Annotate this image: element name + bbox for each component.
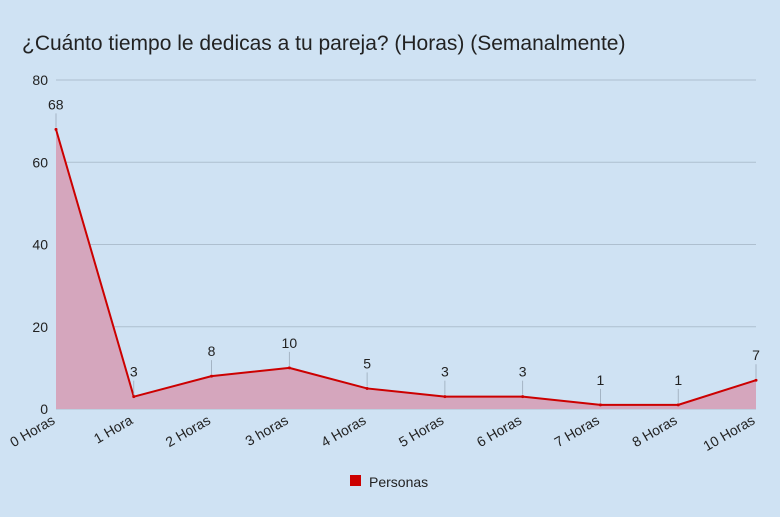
data-label: 68 <box>48 96 64 112</box>
data-point <box>287 366 291 370</box>
y-tick-label: 0 <box>40 401 48 417</box>
x-tick-label: 4 Horas <box>318 412 368 450</box>
data-point <box>210 374 214 378</box>
data-label: 3 <box>441 364 449 380</box>
x-tick-label: 0 Horas <box>7 412 57 450</box>
x-axis-ticks: 0 Horas 1 Hora 2 Horas 3 horas 4 Horas 5 Hora… <box>7 412 757 454</box>
legend: Personas <box>350 474 428 490</box>
y-tick-label: 40 <box>32 237 48 253</box>
chart-title: ¿Cuánto tiempo le dedicas a tu pareja? (… <box>22 32 625 55</box>
area-layer <box>54 127 758 409</box>
x-tick-label: 6 Horas <box>474 412 524 450</box>
data-label: 8 <box>208 343 216 359</box>
x-tick-label: 3 horas <box>242 412 290 449</box>
data-label: 3 <box>519 364 527 380</box>
data-label: 5 <box>363 355 371 371</box>
data-point <box>676 403 680 407</box>
data-point <box>521 395 525 399</box>
data-label: 1 <box>597 372 605 388</box>
data-label-layer: 68 3 8 10 5 3 3 1 1 7 <box>48 96 760 403</box>
data-point <box>132 395 136 399</box>
data-point <box>365 386 369 390</box>
y-tick-label: 20 <box>32 319 48 335</box>
data-point <box>754 378 758 382</box>
data-point <box>54 127 58 131</box>
x-tick-label: 5 Horas <box>396 412 446 450</box>
data-label: 10 <box>282 335 298 351</box>
x-tick-label: 1 Hora <box>91 412 136 447</box>
x-tick-label: 2 Horas <box>163 412 213 450</box>
series-line-personas <box>55 129 757 406</box>
grid-layer: 0 20 40 60 80 <box>32 72 756 417</box>
legend-label-personas: Personas <box>369 474 428 490</box>
data-label: 7 <box>752 347 760 363</box>
x-tick-label: 10 Horas <box>700 412 757 454</box>
data-point <box>443 395 447 399</box>
data-label: 1 <box>674 372 682 388</box>
y-tick-label: 60 <box>32 154 48 170</box>
series-area-personas <box>56 129 756 409</box>
data-label: 3 <box>130 364 138 380</box>
data-point <box>598 403 602 407</box>
y-tick-label: 80 <box>32 72 48 88</box>
x-tick-label: 7 Horas <box>551 412 601 450</box>
x-tick-label: 8 Horas <box>629 412 679 450</box>
legend-swatch-personas <box>350 475 361 486</box>
